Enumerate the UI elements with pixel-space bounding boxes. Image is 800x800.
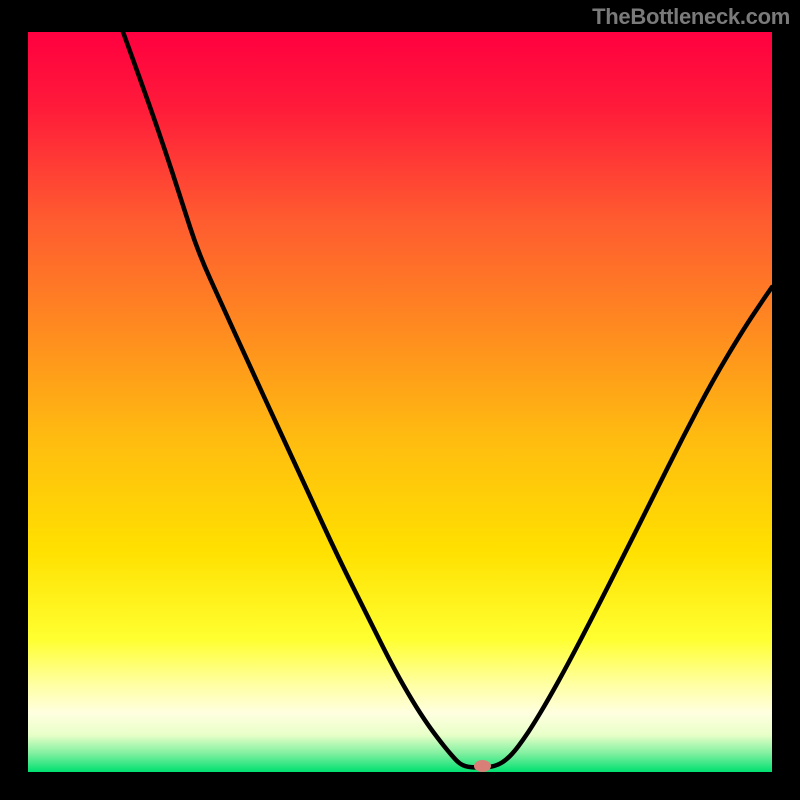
watermark-text: TheBottleneck.com	[592, 4, 790, 30]
curve-path	[123, 32, 772, 768]
plot-area	[28, 32, 772, 772]
optimum-marker	[474, 760, 491, 772]
bottleneck-curve	[28, 32, 772, 772]
